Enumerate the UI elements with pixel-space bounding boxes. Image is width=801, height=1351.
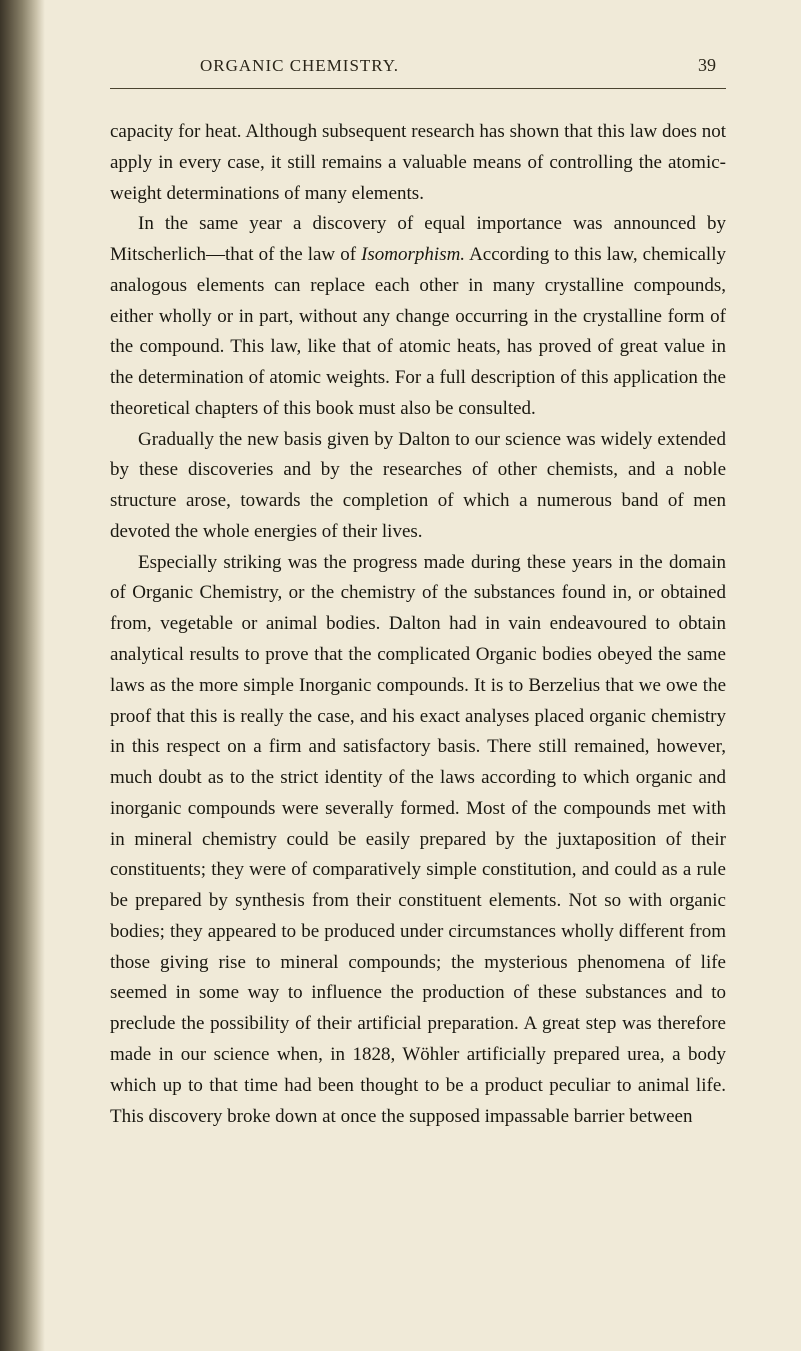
page-number: 39 (698, 55, 716, 76)
paragraph-text: Gradually the new basis given by Dalton … (110, 429, 726, 542)
paragraph-1: capacity for heat. Although subsequent r… (110, 117, 726, 209)
running-title: ORGANIC CHEMISTRY. (200, 56, 399, 76)
paragraph-text: capacity for heat. Although subsequent r… (110, 121, 726, 204)
paragraph-text: According to this law, chemically analog… (110, 244, 726, 419)
header-divider (110, 88, 726, 89)
paragraph-2: In the same year a discovery of equal im… (110, 209, 726, 424)
paragraph-4: Especially striking was the progress mad… (110, 548, 726, 1133)
page-header: ORGANIC CHEMISTRY. 39 (110, 55, 726, 76)
paragraph-text: Especially striking was the progress mad… (110, 552, 726, 1127)
paragraph-3: Gradually the new basis given by Dalton … (110, 425, 726, 548)
body-text: capacity for heat. Although subsequent r… (110, 117, 726, 1132)
page-container: ORGANIC CHEMISTRY. 39 capacity for heat.… (0, 0, 801, 1351)
italic-term: Isomorphism. (361, 244, 465, 265)
